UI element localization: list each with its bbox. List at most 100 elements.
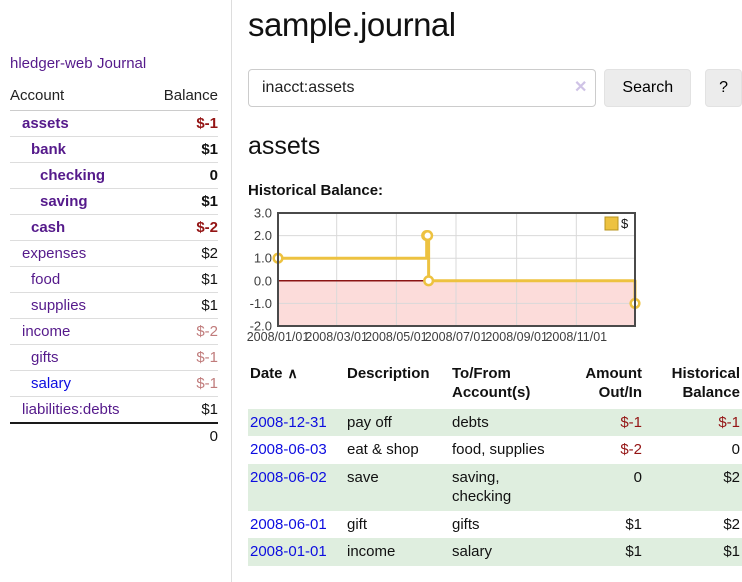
register-balance-cell: $1 bbox=[723, 543, 740, 561]
account-row: food $1 bbox=[10, 266, 218, 293]
account-row: liabilities:debts $1 bbox=[10, 396, 218, 424]
register-description-cell: save bbox=[347, 468, 379, 486]
register-accounts-cell: debts bbox=[452, 413, 489, 431]
historical-balance-chart: $3.0 2.0 1.0 0.0 -1.0 -2.0 2008/01/01 2008/03/0… bbox=[247, 205, 742, 347]
register-date-cell: 2008-06-02 bbox=[248, 464, 345, 511]
x-tick-label: 2008/01/01 bbox=[247, 330, 310, 344]
transaction-date-link[interactable]: 2008-12-31 bbox=[250, 413, 327, 431]
account-link[interactable]: assets bbox=[22, 115, 69, 132]
account-rows: assets $-1 bank $1 checking 0 saving $1 cash $-2 e… bbox=[10, 110, 218, 424]
register-header-balance: Historical Balance bbox=[671, 365, 740, 401]
y-tick-label: -2.0 bbox=[250, 319, 272, 334]
account-balance: $1 bbox=[149, 136, 218, 163]
transaction-date-link[interactable]: 2008-06-01 bbox=[250, 515, 327, 533]
account-name-cell: expenses bbox=[10, 240, 150, 267]
account-link[interactable]: cash bbox=[31, 219, 66, 236]
table-row: 2008-06-03 eat & shop food, supplies $-2 0 bbox=[248, 436, 742, 464]
x-tick-label: 2008/11/01 bbox=[545, 330, 607, 344]
page-title: sample.journal bbox=[248, 6, 456, 43]
register-amount-cell: $1 bbox=[625, 515, 642, 533]
register-accounts-cell: gifts bbox=[452, 515, 480, 533]
account-link[interactable]: gifts bbox=[31, 349, 59, 366]
main-content: sample.journal ✕ Search ? assets Histori… bbox=[247, 0, 742, 566]
account-row: income $-2 bbox=[10, 318, 218, 345]
account-name-cell: food bbox=[10, 266, 150, 293]
account-row: saving $1 bbox=[10, 188, 218, 215]
accounts-header-row: Account Balance bbox=[10, 83, 218, 111]
account-link[interactable]: liabilities:debts bbox=[22, 401, 120, 418]
search-input[interactable] bbox=[248, 69, 597, 108]
account-link[interactable]: expenses bbox=[22, 245, 87, 262]
account-row: salary $-1 bbox=[10, 370, 218, 397]
help-button[interactable]: ? bbox=[705, 69, 742, 108]
legend-swatch bbox=[604, 216, 619, 231]
register-amount-cell: 0 bbox=[633, 468, 642, 486]
account-row: supplies $1 bbox=[10, 292, 218, 319]
sort-ascending-icon: ∧ bbox=[287, 365, 298, 382]
table-row: 2008-01-01 income salary $1 $1 bbox=[248, 538, 742, 566]
register-accounts-cell: salary bbox=[452, 543, 493, 561]
account-name-cell: saving bbox=[10, 188, 150, 215]
account-row: checking 0 bbox=[10, 162, 218, 189]
transaction-date-link[interactable]: 2008-06-03 bbox=[250, 441, 327, 459]
register-description-cell: pay off bbox=[347, 413, 392, 431]
register-date-cell: 2008-12-31 bbox=[248, 409, 345, 437]
y-tick-label: 0.0 bbox=[254, 274, 272, 289]
x-tick-label: 2008/03/01 bbox=[305, 330, 368, 344]
accounts-total-value: 0 bbox=[149, 422, 218, 449]
register-header-accounts: To/From Account(s) bbox=[452, 365, 531, 401]
plot-border bbox=[277, 212, 636, 328]
transaction-date-link[interactable]: 2008-01-01 bbox=[250, 543, 327, 561]
account-name-cell: assets bbox=[10, 110, 150, 137]
account-balance: $-2 bbox=[149, 318, 218, 345]
register-account-heading: assets bbox=[248, 132, 321, 161]
accounts-header-balance: Balance bbox=[149, 83, 218, 111]
account-link[interactable]: bank bbox=[31, 141, 67, 158]
register-amount-cell: $-2 bbox=[620, 441, 642, 459]
register-header-date[interactable]: Date ∧ bbox=[250, 365, 298, 383]
account-name-cell: salary bbox=[10, 370, 150, 397]
account-balance: $1 bbox=[149, 266, 218, 293]
register-amount-cell: $-1 bbox=[620, 413, 642, 431]
register-description-cell: income bbox=[347, 543, 396, 561]
account-name-cell: income bbox=[10, 318, 150, 345]
account-link[interactable]: supplies bbox=[31, 297, 87, 314]
register-table: Date ∧ Description To/From Account(s) Amo… bbox=[248, 365, 742, 566]
account-name-cell: gifts bbox=[10, 344, 150, 371]
register-header-row: Date ∧ Description To/From Account(s) Amo… bbox=[248, 365, 742, 409]
accounts-total-row: 0 bbox=[10, 422, 218, 449]
register-accounts-cell: saving, checking bbox=[452, 468, 512, 506]
table-row: 2008-12-31 pay off debts $-1 $-1 bbox=[248, 408, 742, 437]
transaction-date-link[interactable]: 2008-06-02 bbox=[250, 468, 327, 486]
account-balance: $1 bbox=[149, 188, 218, 215]
account-name-cell: cash bbox=[10, 214, 150, 241]
account-link[interactable]: food bbox=[31, 271, 61, 288]
search-input-wrap: ✕ bbox=[248, 69, 597, 108]
register-balance-cell: 0 bbox=[731, 441, 740, 459]
search-form: ✕ Search ? bbox=[248, 69, 742, 108]
account-balance: $-1 bbox=[149, 344, 218, 371]
account-balance: $-1 bbox=[149, 110, 218, 137]
account-link[interactable]: salary bbox=[31, 375, 72, 392]
register-balance-cell: $2 bbox=[723, 468, 740, 486]
account-balance: $1 bbox=[149, 396, 218, 424]
y-tick-label: 2.0 bbox=[254, 228, 272, 243]
account-link[interactable]: checking bbox=[40, 167, 106, 184]
search-button[interactable]: Search bbox=[604, 69, 692, 108]
account-link[interactable]: saving bbox=[40, 193, 88, 210]
account-link[interactable]: income bbox=[22, 323, 71, 340]
table-row: 2008-06-02 save saving, checking 0 $2 bbox=[248, 463, 742, 511]
register-description-cell: eat & shop bbox=[347, 441, 419, 459]
account-balance: 0 bbox=[149, 162, 218, 189]
account-row: gifts $-1 bbox=[10, 344, 218, 371]
account-name-cell: checking bbox=[10, 162, 150, 189]
register-rows: 2008-12-31 pay off debts $-1 $-1 2008-06-03 ea… bbox=[248, 408, 742, 566]
historical-balance-plot: $3.0 2.0 1.0 0.0 -1.0 -2.02008/01/012008/03/0… bbox=[247, 206, 641, 344]
register-balance-cell: $-1 bbox=[718, 413, 740, 431]
app-brand-link[interactable]: hledger-web bbox=[10, 55, 93, 72]
clear-search-icon[interactable]: ✕ bbox=[573, 79, 588, 97]
data-point-marker bbox=[423, 275, 435, 287]
accounts-table: Account Balance assets $-1 bank $1 checking 0… bbox=[10, 83, 218, 449]
sidebar-item-journal[interactable]: Journal bbox=[97, 55, 147, 72]
account-balance: $1 bbox=[149, 292, 218, 319]
